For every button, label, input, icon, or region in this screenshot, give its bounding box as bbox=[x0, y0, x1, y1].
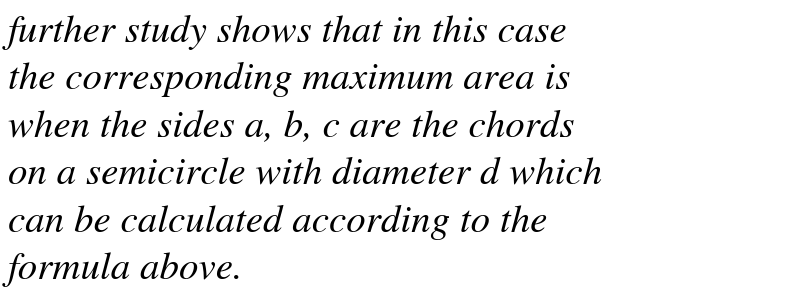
Text: formula above.: formula above. bbox=[8, 252, 244, 287]
Text: when the sides a, b, c are the chords: when the sides a, b, c are the chords bbox=[8, 110, 574, 145]
Text: the corresponding maximum area is: the corresponding maximum area is bbox=[8, 62, 570, 98]
Text: further study shows that in this case: further study shows that in this case bbox=[8, 15, 568, 50]
Text: can be calculated according to the: can be calculated according to the bbox=[8, 205, 547, 240]
Text: on a semicircle with diameter d which: on a semicircle with diameter d which bbox=[8, 157, 602, 192]
